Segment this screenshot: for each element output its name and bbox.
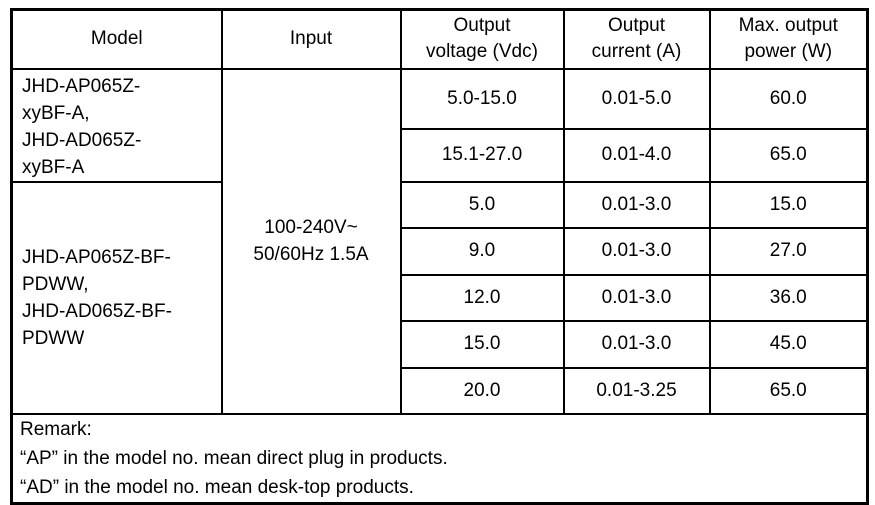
- table-row-5: 12.0 0.01-3.0 36.0: [12, 273, 869, 322]
- model-group-a: JHD-AP065Z- xyBF-A, JHD-AD065Z- xyBF-A: [10, 67, 223, 183]
- header-row: Model Input Output voltage (Vdc) Output …: [10, 8, 869, 70]
- remark-line-ap: “AP” in the model no. mean direct plug i…: [20, 447, 448, 469]
- max-power-value: 15.0: [708, 180, 869, 229]
- output-voltage-value: 15.1-27.0: [399, 127, 565, 183]
- output-voltage-value: 9.0: [399, 226, 565, 276]
- max-power-value: 45.0: [708, 319, 869, 369]
- output-current-value: 0.01-3.25: [562, 366, 711, 415]
- model-group-b: JHD-AP065Z-BF- PDWW, JHD-AD065Z-BF- PDWW: [10, 180, 223, 415]
- table-row-6: 15.0 0.01-3.0 45.0: [12, 319, 869, 369]
- output-current-value: 0.01-3.0: [562, 180, 711, 229]
- remark-title: Remark:: [20, 418, 92, 440]
- remark-cell: Remark: “AP” in the model no. mean direc…: [10, 412, 869, 504]
- output-current-value: 0.01-3.0: [562, 319, 711, 369]
- table-row-4: 9.0 0.01-3.0 27.0: [12, 226, 869, 276]
- max-power-value: 36.0: [708, 273, 869, 322]
- header-input: Input: [220, 8, 402, 70]
- power-spec-table: Model Input Output voltage (Vdc) Output …: [10, 8, 869, 505]
- remark-row: Remark: “AP” in the model no. mean direc…: [10, 412, 869, 504]
- max-power-value: 65.0: [708, 127, 869, 183]
- output-voltage-value: 20.0: [399, 366, 565, 415]
- header-model: Model: [10, 8, 223, 70]
- output-current-value: 0.01-3.0: [562, 226, 711, 276]
- table-row-1: JHD-AP065Z- xyBF-A, JHD-AD065Z- xyBF-A 1…: [10, 67, 869, 415]
- max-power-value: 65.0: [708, 366, 869, 415]
- max-power-value: 27.0: [708, 226, 869, 276]
- output-current-value: 0.01-3.0: [562, 273, 711, 322]
- output-current-value: 0.01-5.0: [562, 67, 711, 130]
- table-row-3: JHD-AP065Z-BF- PDWW, JHD-AD065Z-BF- PDWW…: [10, 180, 869, 415]
- table-row-7: 20.0 0.01-3.25 65.0: [12, 366, 869, 415]
- header-max-power: Max. output power (W): [708, 8, 869, 70]
- output-voltage-value: 12.0: [399, 273, 565, 322]
- output-voltage-value: 5.0: [399, 180, 565, 229]
- header-output-current: Output current (A): [562, 8, 711, 70]
- output-voltage-value: 15.0: [399, 319, 565, 369]
- output-voltage-value: 5.0-15.0: [399, 67, 565, 130]
- header-output-voltage: Output voltage (Vdc): [399, 8, 565, 70]
- max-power-value: 60.0: [708, 67, 869, 130]
- input-spec-value: 100-240V~ 50/60Hz 1.5A: [220, 67, 402, 415]
- output-current-value: 0.01-4.0: [562, 127, 711, 183]
- table-row-2: 15.1-27.0 0.01-4.0 65.0: [12, 127, 869, 183]
- remark-line-ad: “AD” in the model no. mean desk-top prod…: [20, 476, 414, 498]
